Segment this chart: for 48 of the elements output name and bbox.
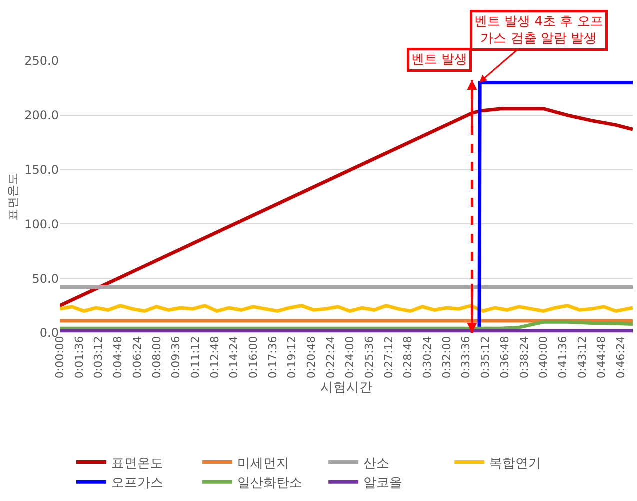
x-tick-label: 0:19:12 bbox=[286, 336, 299, 379]
y-tick-label: 200.0 bbox=[24, 108, 59, 123]
x-tick-label: 0:25:36 bbox=[363, 336, 376, 379]
x-tick-label: 0:11:12 bbox=[188, 336, 202, 379]
legend-label: 표면온도 bbox=[111, 456, 164, 472]
legend-label: 알코올 bbox=[364, 476, 403, 492]
line-series bbox=[60, 320, 633, 330]
x-tick-label: 0:46:24 bbox=[614, 336, 628, 379]
x-tick-label: 0:14:24 bbox=[228, 336, 241, 379]
x-tick-label: 0:35:12 bbox=[479, 336, 492, 379]
x-tick-label: 0:27:12 bbox=[382, 336, 396, 379]
annotation: 벤트 발생 4초 후 오프 가스 검출 알람 발생 bbox=[474, 14, 604, 46]
legend-label: 복합연기 bbox=[490, 456, 542, 472]
x-tick-label: 0:08:00 bbox=[150, 336, 164, 379]
y-tick-label: 250.0 bbox=[24, 54, 59, 68]
x-tick-label: 0:30:24 bbox=[421, 336, 434, 379]
x-tick-label: 0:28:48 bbox=[402, 336, 415, 379]
y-tick-label: 150.0 bbox=[24, 163, 59, 177]
x-tick-label: 0:20:48 bbox=[305, 336, 318, 379]
x-tick-label: 0:00:00 bbox=[54, 336, 67, 379]
x-tick-label: 0:16:00 bbox=[246, 336, 260, 379]
x-tick-label: 0:17:36 bbox=[266, 336, 280, 379]
x-tick-label: 0:01:36 bbox=[72, 336, 86, 379]
x-tick-label: 0:03:12 bbox=[92, 336, 106, 379]
line-series bbox=[60, 107, 633, 308]
legend-label: 일산화탄소 bbox=[238, 476, 303, 492]
x-tick-label: 0:36:48 bbox=[498, 336, 512, 379]
x-tick-label: 0:09:36 bbox=[170, 336, 183, 379]
x-tick-label: 0:12:48 bbox=[208, 336, 222, 379]
x-tick-label: 0:06:24 bbox=[130, 336, 144, 379]
x-tick-label: 0:04:48 bbox=[112, 336, 125, 379]
x-tick-label: 0:41:36 bbox=[556, 336, 570, 379]
x-axis-title: 시험시간 bbox=[320, 380, 372, 396]
y-tick-label: 100.0 bbox=[24, 217, 59, 232]
ref-line-label: 벤트 발생 bbox=[412, 52, 468, 68]
x-tick-label: 0:40:00 bbox=[537, 336, 550, 379]
x-tick-label: 0:32:00 bbox=[440, 336, 454, 379]
x-tick-label: 0:44:48 bbox=[595, 336, 608, 379]
legend-label: 산소 bbox=[364, 456, 390, 472]
x-tick-label: 0:43:12 bbox=[576, 336, 589, 379]
x-tick-label: 0:24:00 bbox=[344, 336, 357, 379]
legend-label: 미세먼지 bbox=[238, 456, 290, 472]
x-tick-label: 0:22:24 bbox=[324, 336, 338, 379]
y-tick-label: 50.0 bbox=[32, 272, 59, 286]
legend-label: 오프가스 bbox=[111, 476, 164, 492]
x-tick-label: 0:33:36 bbox=[460, 336, 473, 379]
x-tick-label: 0:38:24 bbox=[518, 336, 531, 379]
y-axis-title: 표면온도 bbox=[6, 173, 20, 221]
